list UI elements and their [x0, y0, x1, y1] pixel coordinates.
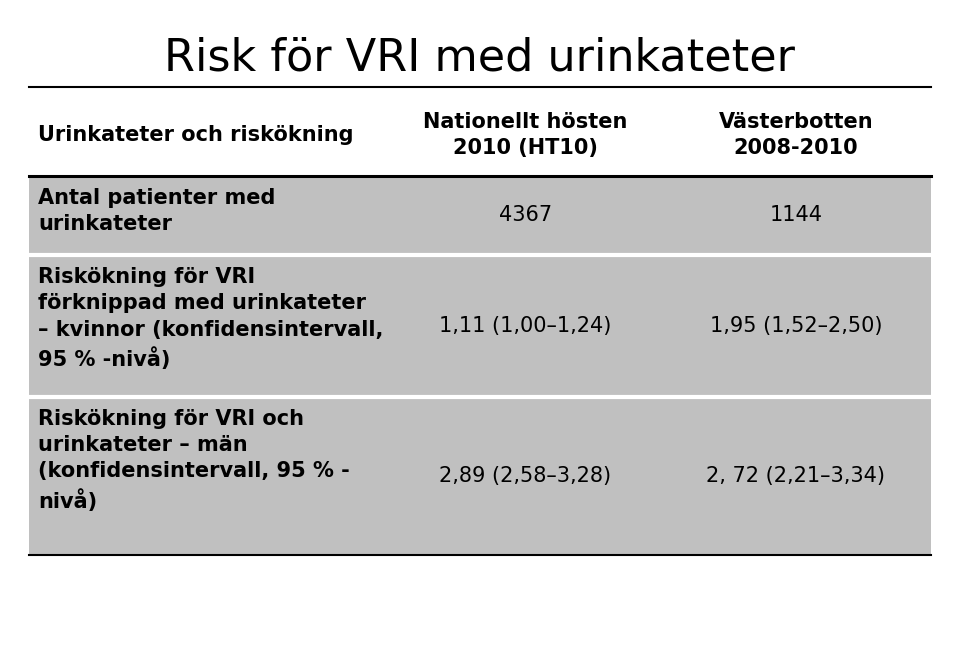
Text: 1,11 (1,00–1,24): 1,11 (1,00–1,24)	[439, 316, 612, 336]
Text: Riskökning för VRI
förknippad med urinkateter
– kvinnor (konfidensintervall,
95 : Riskökning för VRI förknippad med urinka…	[38, 267, 384, 370]
Text: Antal patienter med
urinkateter: Antal patienter med urinkateter	[38, 188, 276, 234]
Text: Västerbotten
2008-2010: Västerbotten 2008-2010	[718, 111, 874, 158]
Text: Nationellt hösten
2010 (HT10): Nationellt hösten 2010 (HT10)	[423, 111, 627, 158]
Text: Risk för VRI med urinkateter: Risk för VRI med urinkateter	[164, 36, 796, 79]
Text: 2,89 (2,58–3,28): 2,89 (2,58–3,28)	[439, 466, 612, 486]
Text: 2, 72 (2,21–3,34): 2, 72 (2,21–3,34)	[707, 466, 885, 486]
Text: 1,95 (1,52–2,50): 1,95 (1,52–2,50)	[709, 316, 882, 336]
Text: 4367: 4367	[498, 206, 552, 225]
Text: 1144: 1144	[769, 206, 823, 225]
Text: Urinkateter och riskökning: Urinkateter och riskökning	[38, 125, 354, 145]
Text: Riskökning för VRI och
urinkateter – män
(konfidensintervall, 95 % -
nivå): Riskökning för VRI och urinkateter – män…	[38, 409, 350, 512]
